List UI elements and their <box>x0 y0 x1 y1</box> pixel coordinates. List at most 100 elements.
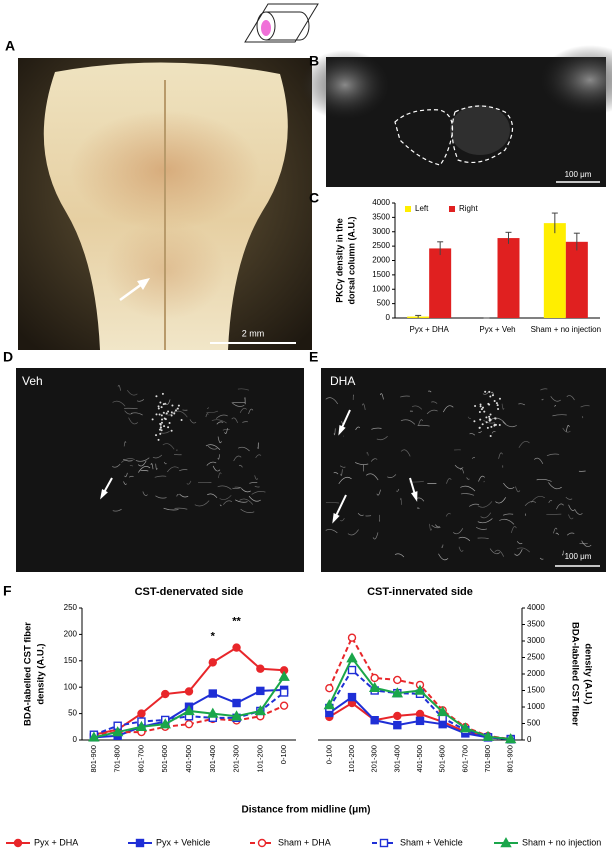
fiber <box>548 482 562 490</box>
fiber <box>241 488 251 493</box>
bar <box>429 248 452 318</box>
fiber-dot <box>167 426 170 429</box>
fiber <box>396 488 400 492</box>
point <box>207 707 219 718</box>
fiber <box>176 494 179 497</box>
legend-marker <box>500 837 512 848</box>
fiber-dot <box>498 397 501 400</box>
fiber <box>216 414 228 419</box>
fiber-dot <box>165 412 168 415</box>
fiber-dot <box>151 418 154 421</box>
fiber <box>442 405 454 413</box>
fiber <box>150 463 154 470</box>
fiber-dot <box>489 395 492 398</box>
bar <box>565 241 588 318</box>
x-tick-label: Sham + no injection <box>531 325 602 334</box>
fiber-dot <box>483 410 486 413</box>
fiber-dot <box>473 420 476 423</box>
fiber <box>325 529 338 534</box>
fiber <box>417 424 430 427</box>
point <box>279 688 289 697</box>
point <box>370 673 379 683</box>
y-tick-label: 3500 <box>527 620 545 629</box>
scale-bar-label: 2 mm <box>242 328 265 338</box>
fiber-dot <box>494 423 497 426</box>
point <box>159 718 171 729</box>
point <box>208 658 217 667</box>
fiber-dot <box>157 438 160 441</box>
fiber <box>347 529 359 536</box>
fiber-dot <box>488 403 491 406</box>
fiber <box>458 536 471 542</box>
fiber <box>431 401 438 404</box>
fiber <box>231 402 245 407</box>
fiber <box>400 497 402 505</box>
fiber <box>471 457 476 459</box>
fiber <box>237 388 250 391</box>
fiber <box>435 524 440 528</box>
panel-label: D <box>3 349 13 365</box>
y-tick-label: 0 <box>73 735 78 744</box>
fiber <box>460 493 475 496</box>
photo-d <box>16 368 304 572</box>
fiber <box>453 528 464 535</box>
y-axis-label: density (A.U.) <box>36 643 47 704</box>
fiber <box>205 413 209 418</box>
fiber <box>128 417 139 425</box>
fiber <box>426 409 438 415</box>
fiber <box>207 493 218 498</box>
legend-label: Left <box>415 204 429 213</box>
fiber-dot <box>488 419 491 422</box>
fiber <box>480 512 492 519</box>
scale-bar-label: 100 μm <box>565 170 592 179</box>
fiber <box>546 453 560 457</box>
panel-label: B <box>309 53 319 69</box>
fiber <box>372 532 379 540</box>
fiber <box>124 472 128 478</box>
x-tick-label: 201-300 <box>232 745 241 773</box>
y-tick-label: 1500 <box>372 270 390 279</box>
fiber <box>581 540 592 547</box>
fiber <box>518 441 530 448</box>
fiber <box>467 416 472 419</box>
fiber <box>566 395 575 401</box>
fiber <box>562 427 571 433</box>
fiber-dot <box>481 406 484 409</box>
fiber <box>123 441 127 447</box>
point <box>256 686 265 696</box>
legend-marker <box>135 838 145 848</box>
fiber-dot <box>496 404 499 407</box>
fiber <box>339 465 346 468</box>
y-tick-label: 500 <box>527 719 541 728</box>
fiber <box>249 482 258 484</box>
fiber <box>206 461 217 466</box>
fiber <box>498 452 503 459</box>
x-axis-label: Distance from midline (μm) <box>242 805 371 816</box>
x-tick-label: 801-900 <box>89 745 98 773</box>
fiber <box>333 472 339 475</box>
fiber <box>155 463 158 470</box>
fiber <box>418 419 424 426</box>
point <box>482 730 494 741</box>
y-tick-label: 3000 <box>372 227 390 236</box>
fiber <box>477 537 489 539</box>
fiber <box>446 478 452 484</box>
fiber <box>524 501 537 506</box>
fiber <box>365 473 379 481</box>
x-tick-label: 501-600 <box>438 745 447 773</box>
fiber <box>164 408 178 416</box>
point <box>393 711 402 721</box>
significance: * <box>211 630 216 642</box>
point <box>184 687 194 696</box>
legend-label: Sham + Vehicle <box>400 837 463 847</box>
fiber <box>429 523 432 531</box>
x-tick-label: 401-500 <box>415 745 424 773</box>
y-tick-label: 4000 <box>372 198 390 207</box>
point <box>414 684 426 695</box>
fiber <box>137 460 147 467</box>
fiber <box>503 513 514 516</box>
x-tick-label: 701-800 <box>113 745 122 773</box>
fiber <box>441 544 444 548</box>
fiber <box>400 395 410 398</box>
fiber <box>142 491 148 496</box>
